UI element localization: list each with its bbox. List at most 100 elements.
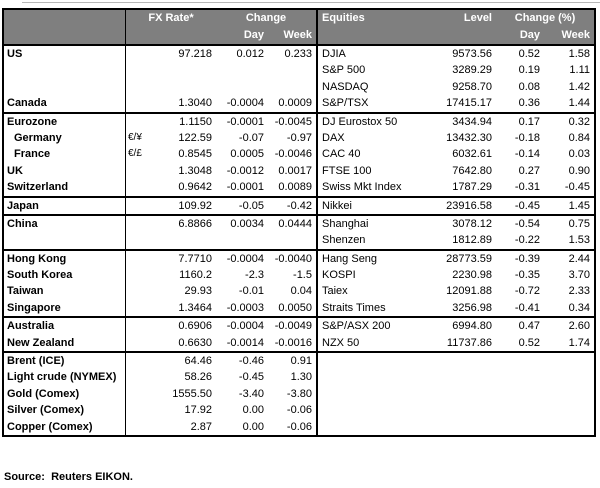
fx-table-row (4, 62, 316, 79)
fx-table-row: Switzerland 0.9642 -0.0001 0.0089 (4, 179, 316, 196)
fx-change-day-value: -3.40 (238, 387, 264, 400)
currency-pair-label: €/¥ (128, 131, 142, 143)
equity-change-day-value (496, 386, 544, 402)
fx-change-week-value: -1.5 (293, 269, 312, 282)
source-note: Source: Reuters EIKON. (4, 471, 133, 483)
fx-change-day-value: -0.0001 (226, 115, 264, 128)
fx-change-week-value: 0.0050 (278, 301, 312, 314)
currency-pair-label (126, 179, 152, 195)
fx-header-row-1: FX Rate* Change (4, 10, 316, 27)
equity-table-row: S&P/TSX 17415.17 0.36 1.44 (318, 95, 594, 111)
fx-change-day-value (216, 232, 268, 248)
currency-pair-label (126, 163, 152, 179)
equity-table-row: NASDAQ 9258.70 0.08 1.42 (318, 79, 594, 95)
equity-table-row (318, 386, 594, 402)
region-label: Japan (4, 197, 126, 214)
equities-body: DJIA 9573.56 0.52 1.58 S&P 500 3289.29 0.19 1.1… (318, 46, 594, 435)
equity-level-value: 1812.89 (452, 234, 492, 247)
equity-change-week-value: 1.11 (569, 64, 590, 77)
currency-pair-label (126, 318, 152, 334)
equity-level-value (430, 419, 496, 435)
region-label: Gold (Comex) (4, 385, 126, 403)
equity-index-label: NZX 50 (322, 336, 360, 349)
fx-rate-value (152, 79, 216, 95)
equity-change-day-value: -0.18 (514, 131, 540, 144)
fx-rate-value: 58.26 (184, 371, 212, 384)
currency-pair-label (126, 251, 152, 267)
equity-index-label: KOSPI (322, 269, 356, 282)
equity-table-row (318, 402, 594, 418)
fx-change-week-value: -0.06 (286, 404, 312, 417)
fx-rate-value: 64.46 (184, 355, 212, 368)
equity-index-label: DAX (322, 131, 345, 144)
equity-change-week-value: 0.75 (568, 217, 590, 230)
fx-rate-value: 6.8866 (178, 217, 212, 230)
fx-change-day-value: -0.0012 (226, 164, 264, 177)
fx-table-row: New Zealand 0.6630 -0.0014 -0.0016 (4, 334, 316, 352)
equity-table-row: DAX 13432.30 -0.18 0.84 (318, 130, 594, 146)
region-label: UK (4, 162, 126, 180)
equity-index-label (318, 419, 430, 435)
equity-table-row: KOSPI 2230.98 -0.35 3.70 (318, 267, 594, 283)
region-label: Australia (4, 318, 126, 335)
currency-pair-label (126, 198, 152, 214)
fx-table-header: FX Rate* Change Day Week (4, 10, 316, 46)
fx-header-rate-spacer (152, 27, 216, 44)
equity-index-label (318, 402, 430, 418)
fx-change-day-value: -0.0003 (226, 301, 264, 314)
equity-level-value: 3289.29 (452, 64, 492, 77)
equity-level-value: 6032.61 (452, 148, 492, 161)
equity-table-row: CAC 40 6032.61 -0.14 0.03 (318, 146, 594, 162)
fx-table-row: South Korea 1160.2 -2.3 -1.5 (4, 267, 316, 284)
equity-level-value: 13432.30 (446, 131, 492, 144)
fx-table-row: Japan 109.92 -0.05 -0.42 (4, 195, 316, 214)
equity-index-label (318, 369, 430, 385)
fx-table-row: Brent (ICE) 64.46 -0.46 0.91 (4, 351, 316, 370)
fx-change-week-value: -0.0046 (274, 148, 312, 161)
equity-index-label: DJ Eurostox 50 (322, 115, 398, 128)
equity-index-label (318, 386, 430, 402)
equity-change-day-value: -0.54 (514, 217, 540, 230)
fx-change-day-value: -2.3 (245, 269, 264, 282)
equity-change-week-value: 3.70 (568, 269, 590, 282)
equity-table-row (318, 351, 594, 369)
region-label: Singapore (4, 299, 126, 317)
equity-table-row: Taiex 12091.88 -0.72 2.33 (318, 283, 594, 299)
region-label (4, 62, 126, 79)
fx-change-week-value: -0.97 (286, 131, 312, 144)
fx-change-day-value (216, 62, 268, 78)
equity-change-week-value: 1.44 (568, 97, 590, 110)
fx-change-week-value: 0.233 (284, 48, 312, 60)
equity-table-row: DJIA 9573.56 0.52 1.58 (318, 46, 594, 62)
equities-header-row-1: Equities Level Change (%) (318, 10, 594, 27)
currency-pair-label (126, 402, 152, 418)
equity-change-day-value: 0.27 (518, 164, 540, 177)
fx-change-group-header: Change (245, 12, 287, 24)
fx-change-day-value: 0.00 (242, 420, 264, 433)
equity-change-day-value: -0.45 (514, 199, 540, 212)
fx-rate-value (152, 62, 216, 78)
region-label: France (4, 146, 126, 163)
equities-header-level-spacer (430, 27, 496, 44)
fx-table-row: Canada 1.3040 -0.0004 0.0009 (4, 95, 316, 112)
equity-change-day-value (496, 402, 544, 418)
fx-rate-value: 0.9642 (178, 181, 212, 194)
equity-table-row: Hang Seng 28773.59 -0.39 2.44 (318, 248, 594, 267)
equity-table-row: S&P 500 3289.29 0.19 1.11 (318, 62, 594, 78)
markets-table: FX Rate* Change Day Week US 97.218 0.012 0.… (2, 8, 596, 437)
fx-rate-value: 17.92 (184, 404, 212, 417)
fx-rate-value: 1555.50 (172, 387, 212, 400)
region-label: Switzerland (4, 179, 126, 196)
equity-index-label: Swiss Mkt Index (322, 181, 402, 194)
equity-change-week-value: 1.42 (568, 80, 590, 93)
region-label: Light crude (NYMEX) (4, 369, 126, 386)
equity-change-day-value: -0.39 (514, 252, 540, 265)
fx-change-week-value: -0.0045 (274, 115, 312, 128)
fx-change-day-value: 0.00 (242, 404, 264, 417)
fx-change-week-value: 0.0444 (278, 217, 312, 230)
fx-table-row: Copper (Comex) 2.87 0.00 -0.06 (4, 418, 316, 435)
fx-rate-value: 2.87 (190, 420, 212, 433)
equity-change-day-value (496, 419, 544, 435)
equity-table-row: Swiss Mkt Index 1787.29 -0.31 -0.45 (318, 179, 594, 195)
equity-level-value (430, 386, 496, 402)
